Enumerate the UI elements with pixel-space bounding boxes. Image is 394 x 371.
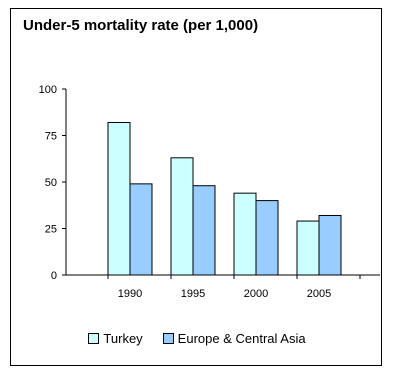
y-tick-label: 50 [45,177,57,189]
y-tick-label: 100 [39,84,57,96]
bar-europe-central-asia-2005 [318,214,342,276]
bar-europe-central-asia-2000 [255,200,279,276]
legend-label-europe: Europe & Central Asia [177,331,306,346]
bar-europe-central-asia-1990 [129,183,153,276]
legend-swatch-europe [162,333,174,344]
axis-labels: 0 25 50 75 100 1990 1995 2000 2005 [39,84,332,300]
x-tick-label: 1990 [118,288,142,300]
legend-item-turkey: Turkey [88,331,143,346]
y-tick-label: 0 [51,270,57,282]
bar-turkey-2000 [233,192,257,276]
y-tick-label: 75 [45,131,57,143]
x-tick-label: 2005 [307,288,331,300]
legend-item-europe: Europe & Central Asia [162,331,306,346]
bars [107,121,342,276]
x-tick-label: 1995 [181,288,205,300]
bar-turkey-2005 [296,220,320,276]
legend-swatch-turkey [88,333,100,344]
bar-europe-central-asia-1995 [192,185,216,276]
x-tick-label: 2000 [244,288,268,300]
chart-title: Under-5 mortality rate (per 1,000) [23,17,259,34]
legend: Turkey Europe & Central Asia [0,331,394,346]
y-tick-label: 25 [45,224,57,236]
bar-turkey-1990 [107,121,131,276]
bar-turkey-1995 [170,157,194,276]
legend-label-turkey: Turkey [103,331,143,346]
